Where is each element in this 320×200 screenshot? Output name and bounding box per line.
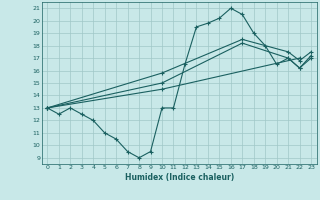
X-axis label: Humidex (Indice chaleur): Humidex (Indice chaleur)	[124, 173, 234, 182]
